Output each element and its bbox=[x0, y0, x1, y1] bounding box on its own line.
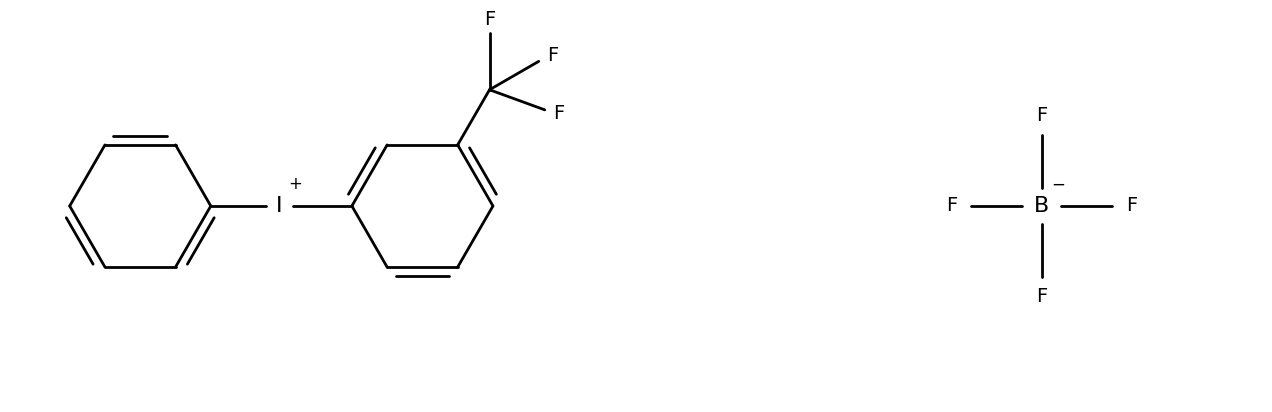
Text: F: F bbox=[553, 104, 563, 123]
Text: F: F bbox=[946, 197, 957, 215]
Text: F: F bbox=[1035, 106, 1047, 125]
Text: F: F bbox=[1126, 197, 1137, 215]
Text: I: I bbox=[276, 196, 282, 216]
Text: −: − bbox=[1052, 176, 1065, 194]
Text: F: F bbox=[547, 46, 558, 65]
Text: F: F bbox=[483, 10, 495, 29]
Text: F: F bbox=[1035, 287, 1047, 306]
Text: +: + bbox=[289, 176, 303, 194]
Text: B: B bbox=[1034, 196, 1049, 216]
